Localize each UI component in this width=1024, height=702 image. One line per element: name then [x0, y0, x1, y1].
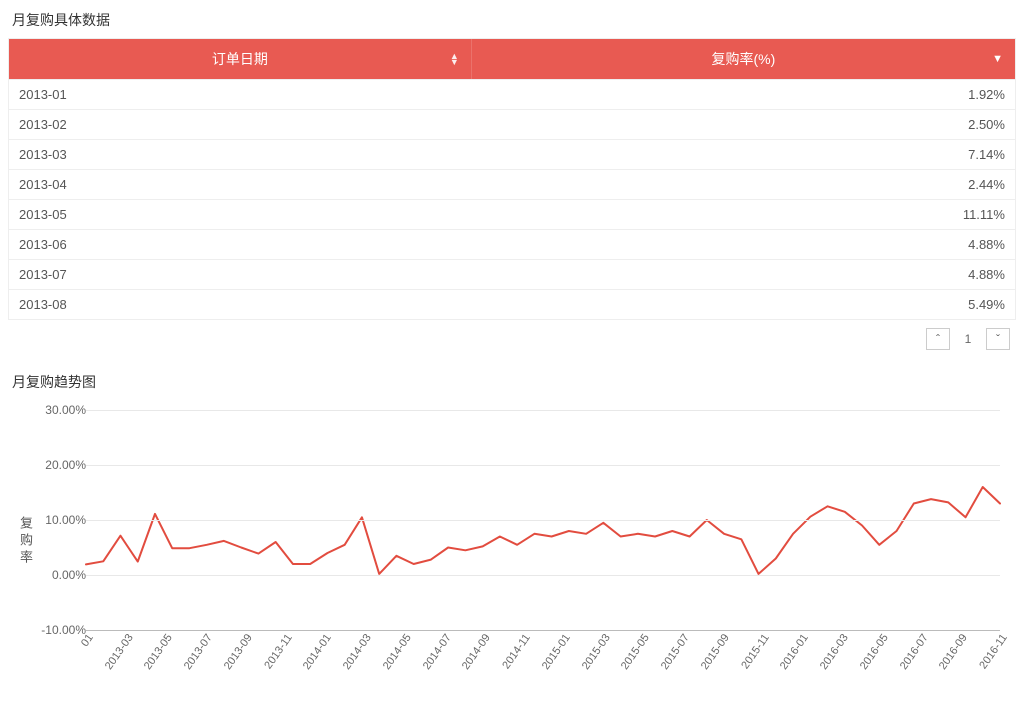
cell-date: 2013-03 — [9, 140, 472, 169]
cell-date: 2013-02 — [9, 110, 472, 139]
plot-area — [86, 410, 1000, 630]
chart-panel: 月复购趋势图 复购率 30.00% 20.00% 10.00% 0.00% -10.00… — [8, 366, 1016, 690]
x-tick-label: 2013-09 — [222, 632, 255, 672]
x-tick-label: 2015-01 — [540, 632, 573, 672]
table-row[interactable]: 2013-042.44% — [9, 169, 1015, 199]
cell-rate: 2.44% — [472, 170, 1015, 199]
table-row[interactable]: 2013-085.49% — [9, 289, 1015, 319]
gridline — [86, 520, 1000, 521]
x-tick-label: 2015-03 — [579, 632, 612, 672]
pager-prev-button[interactable]: ˆ — [926, 328, 950, 350]
x-tick-label: 2014-07 — [420, 632, 453, 672]
x-tick-label: 2016-01 — [778, 632, 811, 672]
cell-rate: 1.92% — [472, 80, 1015, 109]
table-row[interactable]: 2013-037.14% — [9, 139, 1015, 169]
cell-rate: 2.50% — [472, 110, 1015, 139]
x-tick-label: 2015-09 — [699, 632, 732, 672]
x-tick-label: 2013-07 — [182, 632, 215, 672]
x-tick-label: 2015-07 — [659, 632, 692, 672]
x-tick-label: 2015-05 — [619, 632, 652, 672]
y-tick-label: 0.00% — [38, 568, 86, 582]
pager: ˆ 1 ˇ — [8, 320, 1016, 354]
sort-desc-icon: ▼ — [450, 59, 459, 65]
data-table: 订单日期 ▲ ▼ 复购率(%) ▼ 2013-011.92%2013-022.5… — [8, 38, 1016, 320]
y-axis-label: 复购率 — [16, 516, 35, 567]
x-tick-label: 2014-09 — [460, 632, 493, 672]
sort-icon[interactable]: ▲ ▼ — [450, 53, 459, 65]
x-tick-label: 2016-05 — [858, 632, 891, 672]
y-tick-label: 10.00% — [38, 513, 86, 527]
table-panel: 月复购具体数据 订单日期 ▲ ▼ 复购率(%) ▼ 2013-011.92%20… — [8, 4, 1016, 354]
chart-line — [86, 487, 1000, 574]
x-tick-label: 2016-03 — [818, 632, 851, 672]
x-tick-label: 2013-11 — [262, 632, 295, 671]
cell-rate: 5.49% — [472, 290, 1015, 319]
pager-next-button[interactable]: ˇ — [986, 328, 1010, 350]
gridline — [86, 575, 1000, 576]
column-header-rate[interactable]: 复购率(%) ▼ — [472, 39, 1015, 79]
x-tick-label: 2016-07 — [897, 632, 930, 672]
table-header-row: 订单日期 ▲ ▼ 复购率(%) ▼ — [9, 39, 1015, 79]
x-tick-label: 2015-11 — [739, 632, 772, 671]
table-title: 月复购具体数据 — [8, 4, 1016, 38]
trend-chart: 复购率 30.00% 20.00% 10.00% 0.00% -10.00% 01201… — [8, 400, 1016, 690]
cell-date: 2013-01 — [9, 80, 472, 109]
x-tick-label: 2013-05 — [142, 632, 175, 672]
gridline — [86, 465, 1000, 466]
table-row[interactable]: 2013-0511.11% — [9, 199, 1015, 229]
x-axis-ticks: 012013-032013-052013-072013-092013-11201… — [86, 632, 1000, 682]
table-row[interactable]: 2013-074.88% — [9, 259, 1015, 289]
x-tick-label: 2014-11 — [500, 632, 533, 671]
table-body: 2013-011.92%2013-022.50%2013-037.14%2013… — [9, 79, 1015, 319]
x-tick-label: 2014-01 — [301, 632, 334, 672]
column-header-rate-label: 复购率(%) — [711, 51, 775, 67]
chevron-down-icon: ˇ — [996, 332, 1000, 346]
y-tick-label: 30.00% — [38, 403, 86, 417]
column-header-date[interactable]: 订单日期 ▲ ▼ — [9, 39, 472, 79]
cell-date: 2013-05 — [9, 200, 472, 229]
gridline — [86, 410, 1000, 411]
gridline — [86, 630, 1000, 631]
table-row[interactable]: 2013-064.88% — [9, 229, 1015, 259]
chevron-up-icon: ˆ — [936, 332, 940, 346]
cell-rate: 4.88% — [472, 230, 1015, 259]
dropdown-caret-icon[interactable]: ▼ — [992, 53, 1003, 65]
cell-date: 2013-07 — [9, 260, 472, 289]
cell-date: 2013-04 — [9, 170, 472, 199]
chart-title: 月复购趋势图 — [8, 366, 1016, 400]
cell-rate: 11.11% — [472, 200, 1015, 229]
x-tick-label: 2014-03 — [341, 632, 374, 672]
y-tick-label: -10.00% — [38, 623, 86, 637]
y-tick-label: 20.00% — [38, 458, 86, 472]
pager-current-page: 1 — [956, 328, 980, 350]
cell-rate: 7.14% — [472, 140, 1015, 169]
y-axis-ticks: 30.00%20.00%10.00%0.00%-10.00% — [38, 410, 86, 630]
x-tick-label: 2013-03 — [103, 632, 136, 672]
table-row[interactable]: 2013-022.50% — [9, 109, 1015, 139]
x-tick-label: 2014-05 — [381, 632, 414, 672]
x-tick-label: 2016-11 — [977, 632, 1010, 671]
table-row[interactable]: 2013-011.92% — [9, 79, 1015, 109]
cell-date: 2013-08 — [9, 290, 472, 319]
x-tick-label: 2016-09 — [937, 632, 970, 672]
cell-rate: 4.88% — [472, 260, 1015, 289]
cell-date: 2013-06 — [9, 230, 472, 259]
column-header-date-label: 订单日期 — [212, 51, 268, 67]
